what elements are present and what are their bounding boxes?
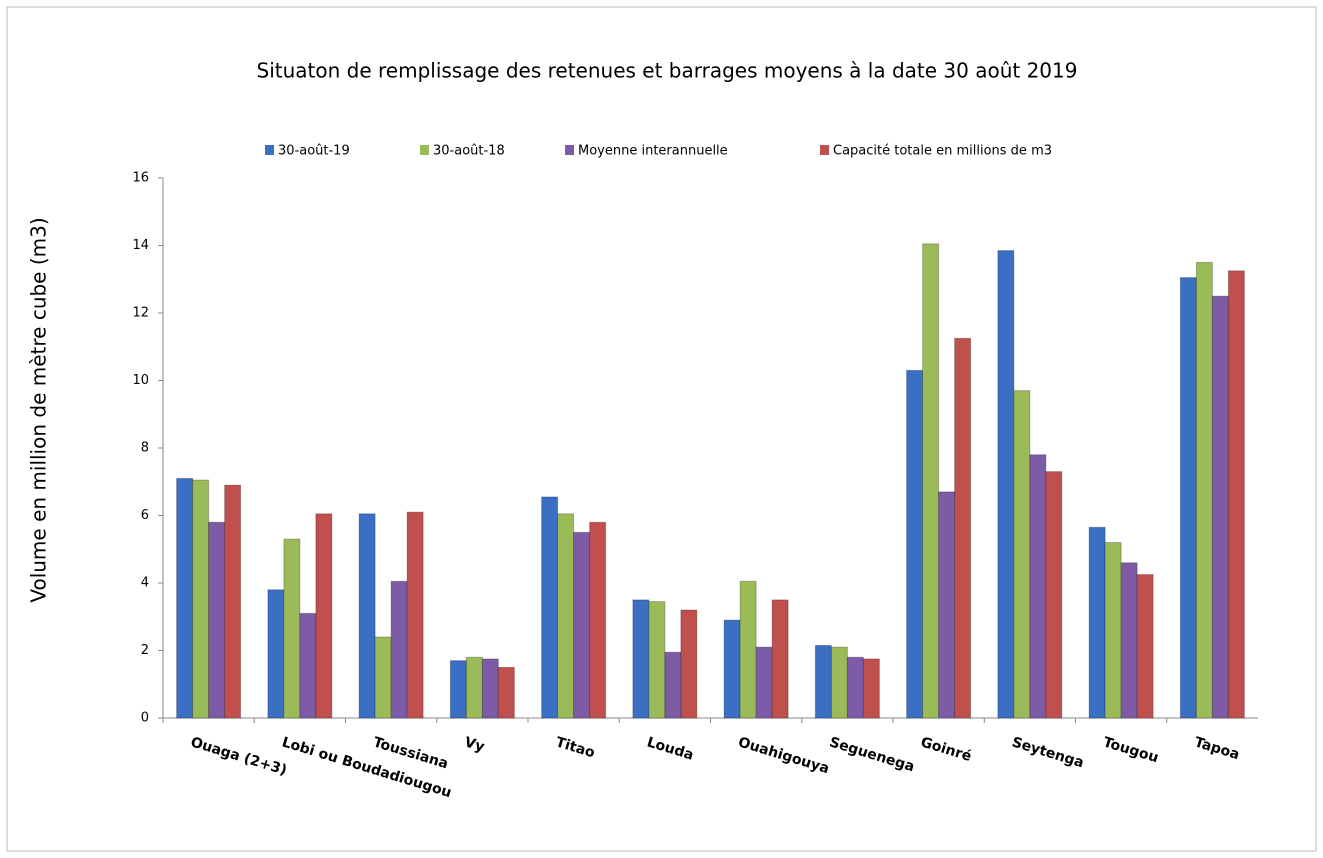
bar [1120,562,1138,719]
bar [449,660,467,719]
bar [771,599,789,719]
x-tick-label: Seguenega [827,734,916,775]
bar [208,521,226,719]
bar [1211,295,1229,719]
bar [1013,390,1031,719]
y-tick-label: 10 [132,373,149,388]
y-tick-label: 6 [141,508,149,523]
x-tick-label: Tapoa [1192,734,1241,763]
bar [680,609,698,719]
bar [315,513,333,719]
bar [299,612,317,719]
x-tick-label: Tougou [1101,734,1160,766]
bar [723,619,741,719]
y-tick-label: 16 [132,171,149,186]
legend-label: Capacité totale en millions de m3 [833,144,1052,159]
x-tick-label: Goinré [919,734,974,765]
bar [938,491,956,719]
bar [922,243,940,719]
bar [830,646,848,719]
bar [997,250,1015,719]
y-tick-label: 8 [141,441,149,456]
bar [224,484,242,719]
x-tick-label: Louda [645,734,696,763]
bar [846,656,864,719]
legend-swatch [265,145,274,155]
y-tick-label: 4 [141,576,149,591]
x-tick-label: Seytenga [1010,734,1086,771]
bar [1136,574,1154,719]
bar [406,511,424,719]
bar [481,658,499,719]
bar [755,646,773,719]
y-tick-label: 12 [132,306,149,321]
y-tick-label: 14 [132,238,149,253]
bar [497,666,515,719]
bar [589,521,607,719]
legend-label: 30-août-19 [278,144,350,159]
bar [192,479,210,719]
legend-swatch [565,145,574,155]
legend-label: 30-août-18 [433,144,505,159]
frame [6,6,1317,852]
y-tick-label: 0 [141,711,149,726]
bar [1045,471,1063,719]
bar [283,538,301,719]
legend-label: Moyenne interannuelle [578,144,728,159]
bar [1195,261,1213,719]
bar [573,531,591,719]
x-tick-label: Titao [554,734,597,761]
y-axis-label: Volume en million de mètre cube (m3) [27,217,51,602]
bar [390,580,408,719]
bar [1088,526,1106,719]
bar [1029,454,1047,719]
x-tick-label: Lobi ou Boudadiougou [280,734,453,801]
bar [954,337,972,719]
bar [358,513,376,719]
bar [906,369,924,719]
x-tick-label: Ouahigouya [736,734,831,777]
legend-swatch [820,145,829,155]
bar [664,651,682,719]
bar [632,599,650,719]
x-tick-label: Vy [462,734,486,755]
bar [1227,270,1245,719]
bar [176,477,194,719]
bar [1104,542,1122,719]
legend-swatch [420,145,429,155]
bar [648,601,666,719]
bar [1179,277,1197,719]
bar [862,658,880,719]
chart-title: Situaton de remplissage des retenues et … [257,59,1078,83]
y-tick-label: 2 [141,643,149,658]
bar [541,496,559,719]
bar [374,636,392,719]
bar [465,656,483,719]
bar [267,589,285,719]
x-tick-label: Ouaga (2+3) [189,734,289,778]
bar [814,644,832,719]
bar [557,513,575,719]
bar [739,580,757,719]
